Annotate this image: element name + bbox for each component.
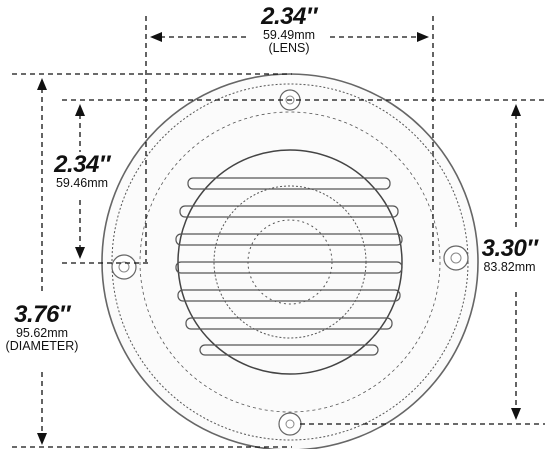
- dimension-arrow-icon: [75, 247, 85, 259]
- dimension-arrow-icon: [37, 433, 47, 445]
- dimension-arrow-icon: [417, 32, 429, 42]
- lens-height-value: 2.34″: [42, 152, 122, 177]
- diameter-value: 3.76″: [0, 302, 84, 327]
- mount-spacing-label: 3.30″ 83.82mm: [474, 236, 545, 274]
- lens-width-note: (LENS): [240, 42, 338, 55]
- dimension-arrow-icon: [511, 408, 521, 420]
- mounting-screw-icon: [112, 255, 136, 279]
- lamp-illustration: [102, 74, 478, 449]
- lens-width-value: 2.34″: [240, 4, 338, 29]
- mounting-screw-icon: [444, 246, 468, 270]
- dimension-arrow-icon: [75, 104, 85, 116]
- diameter-label: 3.76″ 95.62mm (DIAMETER): [0, 302, 84, 353]
- mounting-screw-icon: [279, 413, 301, 435]
- dimension-arrow-icon: [511, 104, 521, 116]
- diameter-note: (DIAMETER): [0, 340, 84, 353]
- lens-width-label: 2.34″ 59.49mm (LENS): [240, 4, 338, 55]
- lens-height-metric: 59.46mm: [42, 177, 122, 190]
- mount-spacing-metric: 83.82mm: [474, 261, 545, 274]
- lens-height-label: 2.34″ 59.46mm: [42, 152, 122, 190]
- mount-spacing-value: 3.30″: [474, 236, 545, 261]
- dimension-arrow-icon: [37, 78, 47, 90]
- dimension-arrow-icon: [150, 32, 162, 42]
